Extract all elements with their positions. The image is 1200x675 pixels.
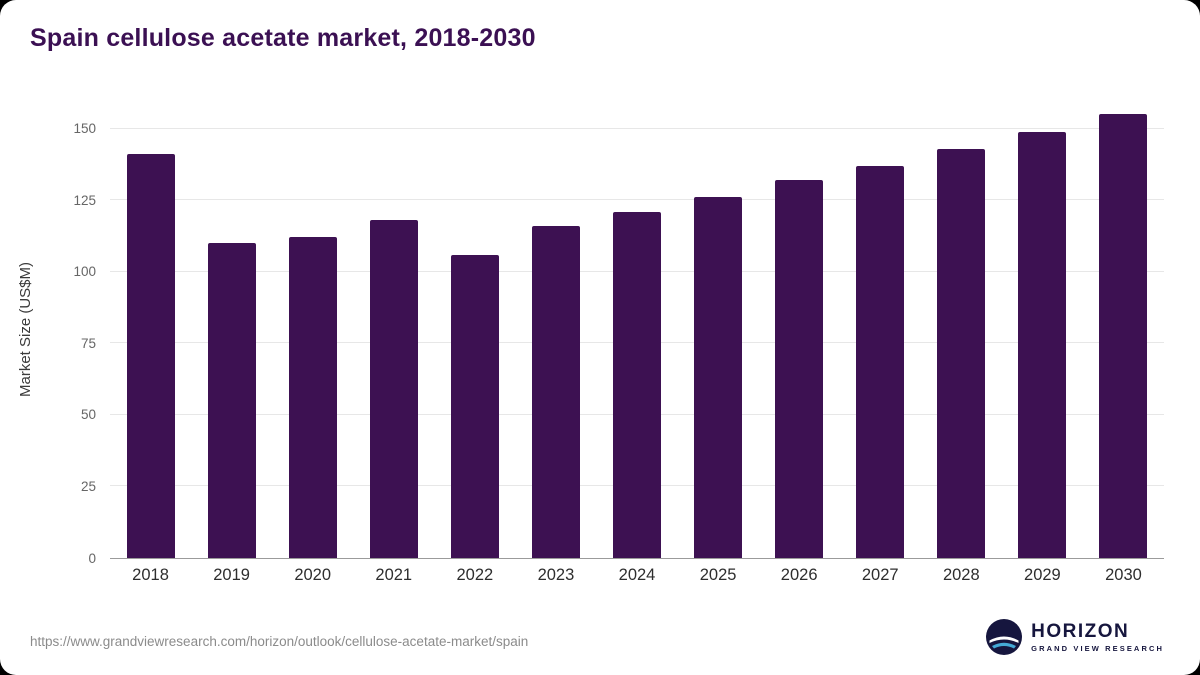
y-axis: 0 25 50 75 100 125 150: [52, 100, 104, 564]
bar-2027: [856, 165, 905, 558]
bar-slot: [921, 100, 1002, 558]
bar-2025: [694, 197, 743, 558]
bar-slot: [1002, 100, 1083, 558]
bar-slot: [840, 100, 921, 558]
y-tick-label: 150: [73, 120, 96, 136]
bar-2018: [126, 154, 175, 558]
bar-slot: [434, 100, 515, 558]
x-tick-label-2022: 2022: [456, 566, 494, 584]
bar-series: [110, 100, 1164, 558]
x-tick-label-2025: 2025: [699, 566, 737, 584]
bar-slot: [191, 100, 272, 558]
bar-slot: [759, 100, 840, 558]
y-axis-title: Market Size (US$M): [14, 100, 38, 558]
bar-slot: [353, 100, 434, 558]
x-tick-label-2028: 2028: [942, 566, 980, 584]
bar-2024: [613, 211, 661, 558]
y-tick-label: 75: [80, 335, 96, 351]
bar-2023: [531, 225, 580, 558]
bar-2030: [1099, 114, 1148, 558]
chart-title: Spain cellulose acetate market, 2018-203…: [30, 24, 536, 52]
bar-slot: [515, 100, 596, 558]
x-tick-label-2021: 2021: [375, 566, 413, 584]
y-tick-label: 50: [80, 407, 96, 423]
bar-2020: [288, 237, 337, 558]
bar-2019: [207, 243, 256, 558]
source-url: https://www.grandviewresearch.com/horizo…: [30, 634, 529, 649]
y-tick-label: 100: [73, 264, 96, 279]
x-tick-label-2023: 2023: [537, 566, 575, 584]
y-tick-label: 0: [88, 550, 96, 566]
logo-name: HORIZON: [1031, 620, 1130, 642]
bar-2029: [1018, 131, 1067, 558]
x-tick-label-2029: 2029: [1024, 566, 1061, 584]
bar-slot: [272, 100, 353, 558]
x-tick-label-2026: 2026: [780, 566, 818, 584]
logo-text: HORIZON GRAND VIEW RESEARCH: [1031, 622, 1164, 653]
gridline: [110, 199, 1164, 201]
x-tick-label-2018: 2018: [132, 566, 169, 584]
x-tick-label-2019: 2019: [213, 566, 250, 584]
y-tick-label: 125: [73, 192, 96, 208]
y-tick-label: 25: [80, 478, 96, 494]
bar-2026: [775, 180, 824, 558]
horizon-logo-icon: [986, 619, 1023, 655]
bar-2028: [937, 148, 986, 558]
x-tick-label-2030: 2030: [1105, 566, 1142, 584]
bar-slot: [1083, 100, 1164, 558]
bar-slot: [678, 100, 759, 558]
bar-slot: [110, 100, 191, 558]
bar-2022: [450, 254, 499, 558]
brand-logo: HORIZON GRAND VIEW RESEARCH: [986, 619, 1164, 655]
x-axis: 2018 2019 2020 2021 2022 2023 2024 2025 2026 2027…: [110, 566, 1164, 585]
y-axis-title-text: Market Size (US$M): [17, 261, 35, 397]
logo-subtitle: GRAND VIEW RESEARCH: [1031, 643, 1164, 653]
gridline: [110, 127, 1164, 129]
bar-2021: [369, 220, 418, 558]
x-tick-label-2024: 2024: [618, 566, 656, 584]
plot-area: [110, 100, 1164, 559]
bar-slot: [596, 100, 677, 558]
x-tick-label-2027: 2027: [861, 566, 899, 584]
x-tick-label-2020: 2020: [294, 566, 332, 584]
